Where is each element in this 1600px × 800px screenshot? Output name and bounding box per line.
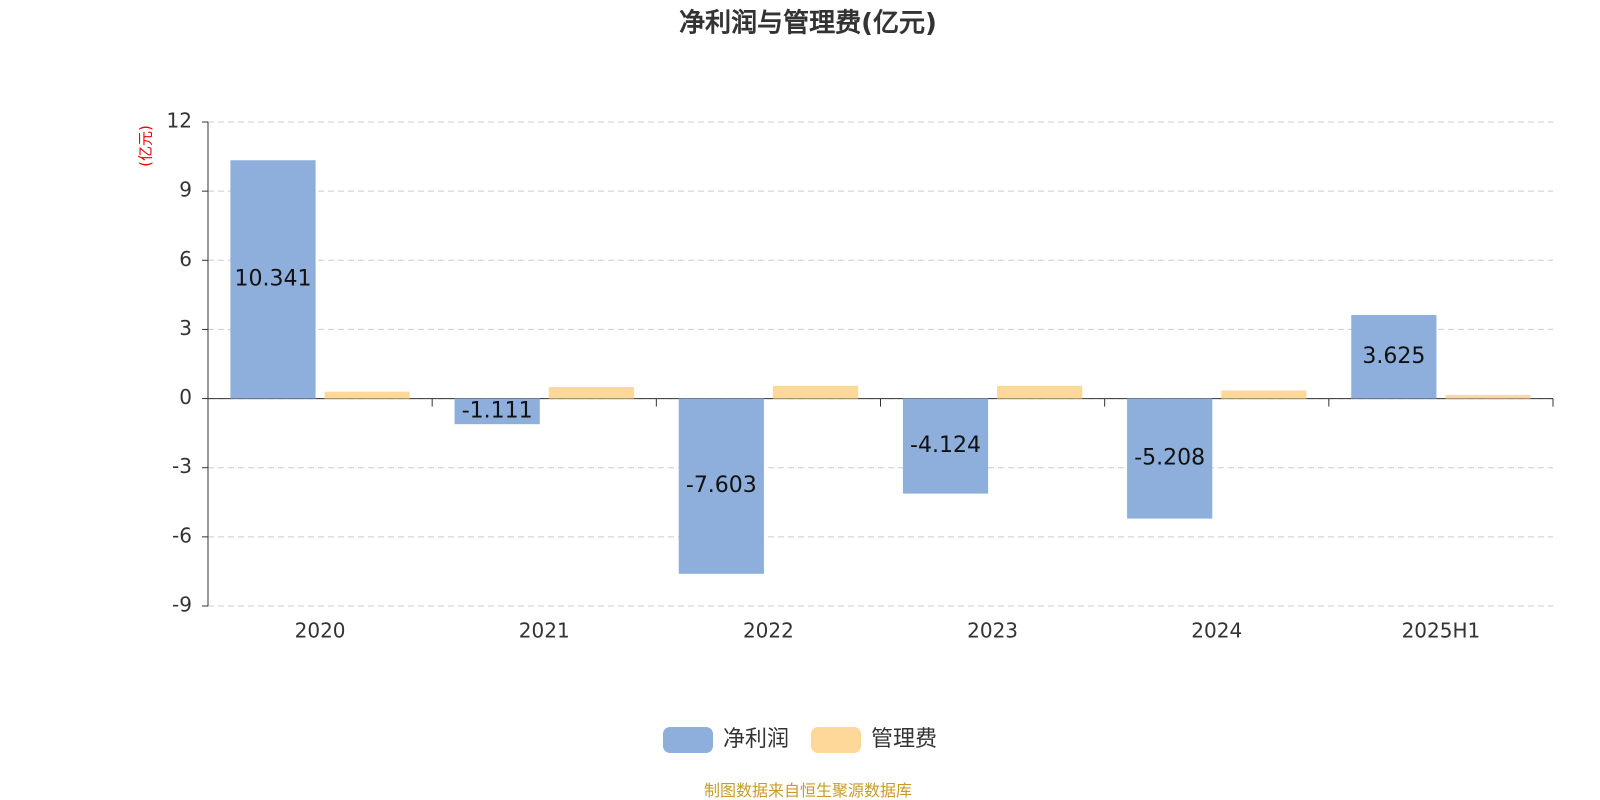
y-tick-label: -6 <box>172 523 192 547</box>
y-tick-label: -9 <box>172 593 192 617</box>
x-tick-label: 2023 <box>967 619 1018 643</box>
y-tick-label: 0 <box>179 385 192 409</box>
bar <box>1127 398 1213 519</box>
bar <box>1221 390 1307 399</box>
value-label: -5.208 <box>1134 446 1205 471</box>
value-label: -1.111 <box>462 398 533 423</box>
legend-label: 管理费 <box>871 727 937 752</box>
value-label: -4.124 <box>910 433 981 458</box>
bar <box>772 385 859 399</box>
y-tick-label: 12 <box>167 109 192 133</box>
bar <box>454 398 540 425</box>
legend-swatch <box>663 727 713 753</box>
source-note: 制图数据来自恒生聚源数据库 <box>704 781 912 800</box>
y-tick-label: 6 <box>179 247 192 271</box>
y-tick-label: -3 <box>172 454 192 478</box>
legend-label: 净利润 <box>723 727 789 752</box>
bar <box>902 398 989 494</box>
bar <box>548 387 634 399</box>
y-tick-label: 3 <box>179 316 192 340</box>
value-label: 10.341 <box>235 266 312 291</box>
chart-title: 净利润与管理费(亿元) <box>679 8 937 39</box>
bar <box>1351 315 1437 399</box>
bar <box>230 160 316 399</box>
x-tick-label: 2021 <box>519 619 570 643</box>
bar <box>997 385 1083 399</box>
y-axis-label: (亿元) <box>137 125 155 167</box>
y-tick-label: 9 <box>179 178 192 202</box>
x-tick-label: 2022 <box>743 619 794 643</box>
bar <box>1445 395 1531 399</box>
x-tick-label: 2024 <box>1191 619 1242 643</box>
value-label: 3.625 <box>1362 344 1425 369</box>
x-tick-label: 2020 <box>295 619 346 643</box>
bar <box>324 391 410 399</box>
bar <box>678 398 764 574</box>
value-label: -7.603 <box>686 473 757 498</box>
legend-swatch <box>811 727 862 753</box>
x-tick-label: 2025H1 <box>1402 619 1481 643</box>
